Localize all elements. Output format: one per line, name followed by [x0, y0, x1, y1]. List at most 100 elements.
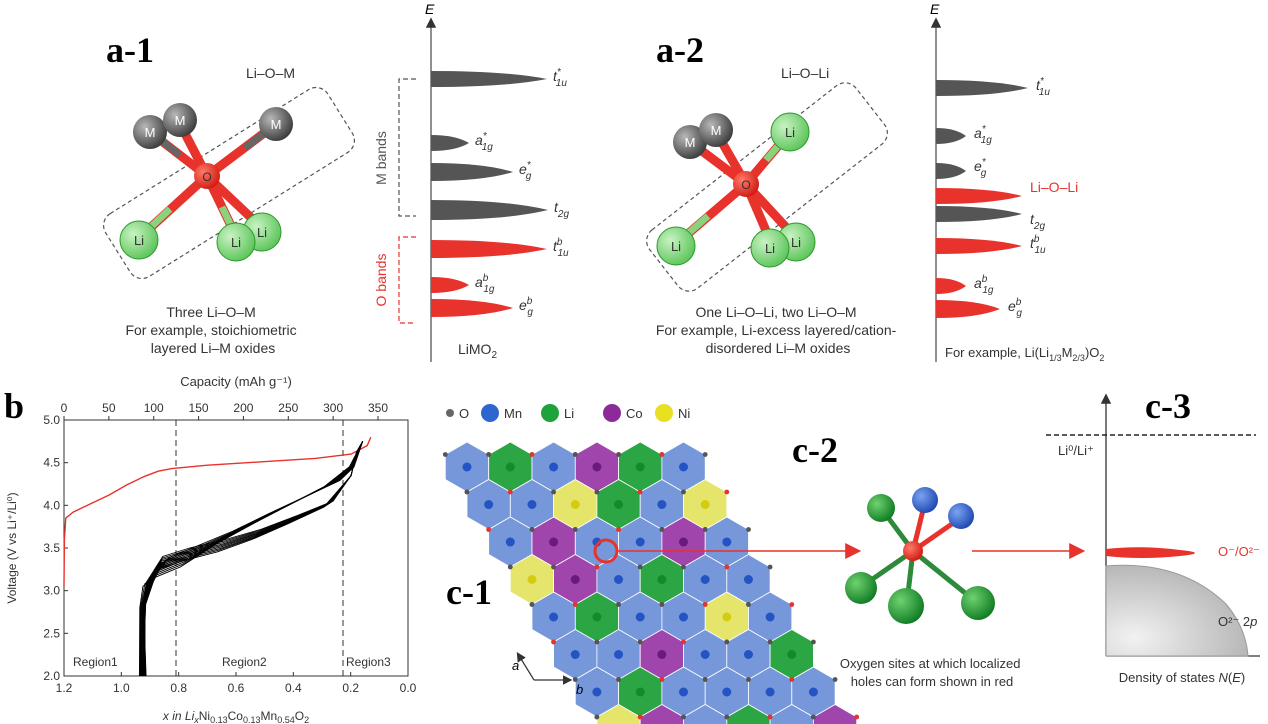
c1-legend: O Mn Li Co Ni: [446, 404, 690, 422]
a2-atom-li: [770, 112, 810, 152]
c1-legend-marker-li: [541, 404, 559, 422]
c1-oxygen-site: [854, 714, 860, 720]
c1-oxygen-site: [637, 639, 643, 645]
a2-caption: One Li–O–Li, two Li–O–M For example, Li-…: [656, 304, 900, 356]
b-x-tick-label: 0.8: [170, 681, 187, 695]
c1-cation: [462, 462, 472, 472]
dos-right-band-label-t1u_b: tb 1u: [1030, 234, 1046, 256]
c1-oxygen-site: [637, 714, 643, 720]
dos-left-band-label-a1g_star: a* 1g: [475, 131, 493, 153]
c1-axis-a: a: [512, 658, 519, 673]
c1-oxygen-site: [702, 677, 708, 682]
c1-cation: [549, 462, 559, 472]
c1-legend-marker-o: [446, 409, 454, 417]
dos-left-compound: LiMO2: [458, 341, 497, 361]
panel-c1: O Mn Li Co Ni c-1 a b: [442, 404, 862, 724]
dos-right-band-label-t1u_star: t* 1u: [1036, 76, 1050, 98]
c1-octahedron: [683, 704, 728, 724]
c1-oxygen-site: [832, 677, 838, 682]
panel-label-a1: a-1: [106, 30, 154, 70]
c1-cation: [700, 500, 710, 509]
c2-atom-li: [867, 494, 895, 522]
c1-cation: [549, 537, 559, 547]
b-y-tick-label: 5.0: [43, 413, 60, 427]
c1-oxygen-site: [529, 527, 535, 532]
c1-cation: [657, 500, 667, 509]
panel-c2: c-2 Oxygen sites at which localized hole…: [792, 430, 1086, 689]
c1-octahedron: [769, 704, 814, 724]
a2-atom-label-m: M: [711, 123, 722, 138]
c1-cation: [679, 537, 689, 547]
c1-oxygen-site: [789, 677, 795, 682]
b-top-tick-label: 100: [144, 401, 164, 415]
b-x-tick-label: 0.2: [342, 681, 359, 695]
c1-oxygen-site: [507, 489, 513, 495]
c1-cation: [743, 650, 753, 659]
dos-right-band-label-a1g_b: ab 1g: [974, 274, 994, 296]
a1-atom-label-li: Li: [257, 225, 267, 240]
c1-cation: [657, 575, 667, 584]
c1-oxygen-site: [681, 489, 686, 495]
c1-oxygen-site: [659, 527, 665, 532]
b-x-tick-label: 0.6: [228, 681, 245, 695]
panel-a1: a-1 Li–O–M M M M O Li Li Li Three Li–O–M…: [102, 30, 356, 356]
a1-atom-label-m: M: [271, 117, 282, 132]
dos-right-band-eg_star: [936, 163, 966, 179]
a1-atom-o: [194, 163, 220, 189]
dos-right-band-t1u_b: [936, 238, 1022, 254]
m-bands-bracket: [398, 78, 416, 217]
dos-right-band-a1g_b: [936, 278, 966, 294]
dos-right-band-label-t2g: t2g: [1030, 211, 1045, 232]
c1-cation: [484, 500, 494, 509]
c3-x-axis-label: Density of states N(E): [1119, 670, 1245, 685]
panel-label-c2: c-2: [792, 430, 838, 470]
b-top-tick-label: 150: [189, 401, 209, 415]
c2-caption: Oxygen sites at which localized holes ca…: [840, 656, 1024, 689]
b-x-tick-label: 0.0: [400, 681, 417, 695]
c1-oxygen-site: [551, 564, 556, 570]
dos-left-band-t2g: [431, 200, 548, 220]
a2-atom-label-li: Li: [791, 235, 801, 250]
a1-caption: Three Li–O–M For example, stoichiometric…: [125, 304, 300, 356]
a2-atom-o: [733, 171, 759, 197]
c1-octahedron: [726, 704, 771, 724]
a2-atom-label-li: Li: [765, 241, 775, 256]
b-top-ticks: 0 50 100 150 200 250 300 350: [61, 401, 388, 420]
c1-oxygen-site: [746, 527, 751, 532]
c3-hole-band: [1106, 547, 1195, 558]
c1-cation: [570, 575, 580, 584]
a2-atom-m: [699, 113, 733, 147]
b-region1-label: Region1: [73, 655, 118, 669]
a2-atom-m: [673, 125, 707, 159]
dos-left-band-t1u_star: [431, 71, 547, 87]
b-y-tick-label: 3.5: [43, 541, 60, 555]
c1-legend-marker-mn: [481, 404, 499, 422]
c1-oxygen-site: [616, 677, 621, 682]
c1-oxygen-site: [507, 564, 513, 570]
b-top-tick-label: 300: [323, 401, 343, 415]
c1-lattice: [442, 441, 860, 724]
c1-oxygen-site: [681, 714, 686, 720]
c1-oxygen-site: [572, 527, 578, 532]
c1-octahedron: [639, 704, 684, 724]
c1-oxygen-site: [811, 639, 816, 645]
c1-cation: [787, 650, 797, 659]
c1-oxygen-site: [702, 452, 708, 457]
c1-legend-marker-co: [603, 404, 621, 422]
c1-cation: [765, 687, 775, 697]
c1-oxygen-site: [789, 602, 795, 607]
a2-atom-label-li: Li: [671, 239, 681, 254]
c1-cation: [614, 500, 624, 509]
dos-right-band-li_o_li: [936, 188, 1022, 204]
c1-axis-b: b: [576, 682, 583, 697]
c1-cation: [570, 500, 580, 509]
a1-atom-m: [133, 115, 167, 149]
a2-bond-highlight-box: [646, 82, 888, 292]
c1-oxygen-site: [746, 602, 751, 607]
c1-cation: [527, 575, 537, 584]
c1-oxygen-site: [616, 527, 621, 532]
c1-legend-label-co: Co: [626, 406, 643, 421]
b-y-axis-label: Voltage (V vs Li⁺/Li⁰): [5, 492, 19, 603]
panel-a2: a-2 Li–O–Li M M O Li Li Li Li One Li–O–L…: [646, 30, 900, 356]
